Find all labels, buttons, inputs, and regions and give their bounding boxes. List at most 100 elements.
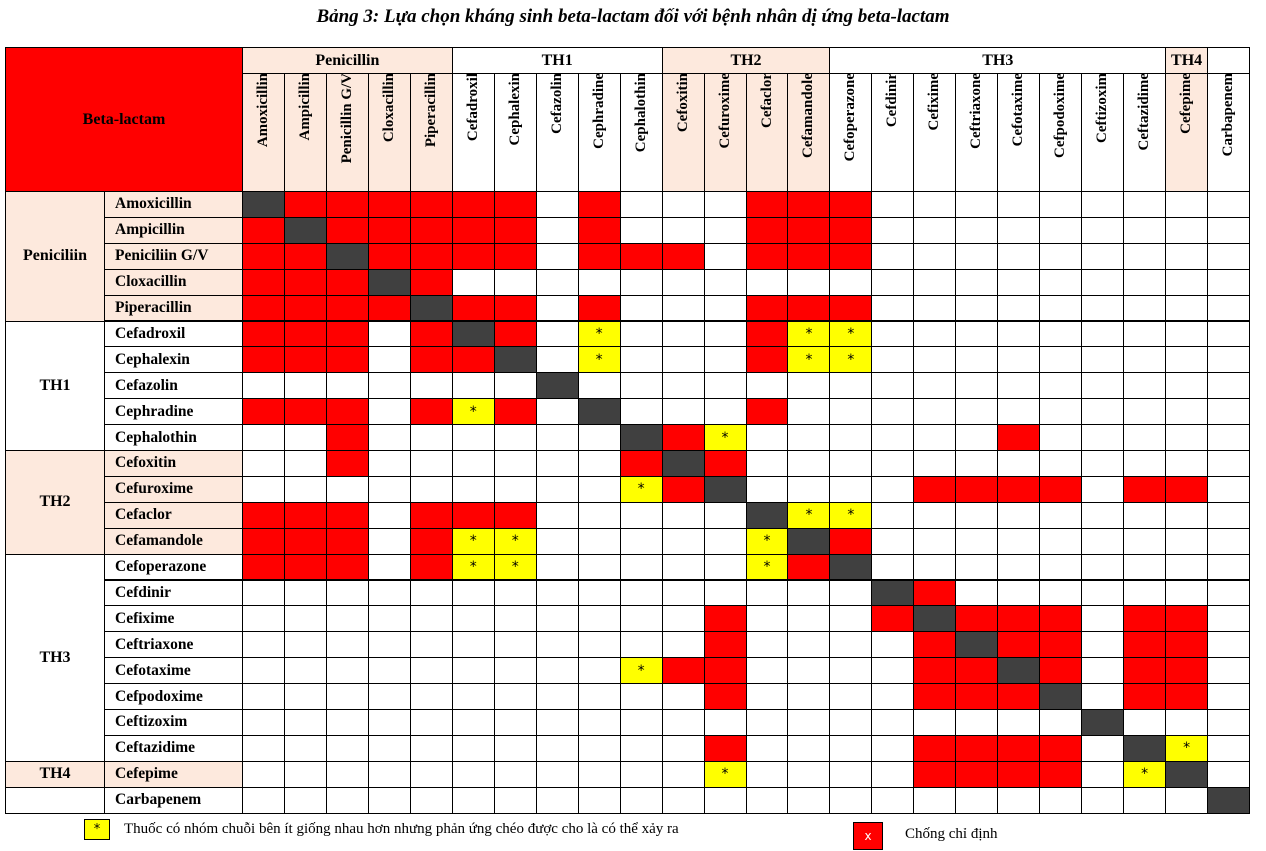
- empty-cell: [409, 786, 453, 814]
- empty-cell: [367, 372, 411, 400]
- empty-cell: [1039, 527, 1083, 555]
- empty-cell: [451, 786, 495, 814]
- empty-cell: [409, 424, 453, 451]
- empty-cell: [367, 450, 411, 477]
- column-header: Cefazolin: [535, 73, 579, 192]
- empty-cell: [1039, 709, 1083, 736]
- empty-cell: [1123, 216, 1167, 244]
- empty-cell: [367, 734, 411, 762]
- row-group-label: TH1: [5, 320, 105, 451]
- empty-cell: [409, 760, 453, 788]
- legend-contra-text: Chống chỉ định: [905, 826, 998, 842]
- empty-cell: [409, 372, 453, 400]
- empty-cell: [913, 398, 957, 426]
- empty-cell: [997, 786, 1041, 814]
- empty-cell: [535, 760, 579, 788]
- empty-cell: [871, 709, 915, 736]
- empty-cell: [367, 475, 411, 503]
- empty-cell: [1039, 372, 1083, 400]
- contraindicated-cell: [493, 501, 537, 529]
- empty-cell: [787, 268, 831, 296]
- empty-cell: [409, 683, 453, 710]
- empty-cell: [577, 760, 621, 788]
- contraindicated-cell: [661, 424, 705, 451]
- column-header: Cephalothin: [619, 73, 663, 192]
- legend-contra-swatch: x: [853, 822, 883, 850]
- empty-cell: [367, 346, 411, 374]
- empty-cell: [829, 605, 873, 633]
- contraindicated-cell: [871, 605, 915, 633]
- column-header-label: Amoxicillin: [255, 73, 271, 148]
- contraindicated-cell: [997, 760, 1041, 788]
- possible-cross-reaction-cell: *: [703, 424, 747, 451]
- empty-cell: [535, 605, 579, 633]
- empty-cell: [787, 424, 831, 451]
- empty-cell: [535, 242, 579, 270]
- column-header-label: Cefepime: [1178, 73, 1195, 134]
- empty-cell: [409, 579, 453, 607]
- empty-cell: [325, 631, 369, 659]
- possible-cross-reaction-cell: *: [829, 501, 873, 529]
- contraindicated-cell: [955, 760, 999, 788]
- empty-cell: [703, 579, 747, 607]
- diagonal-cell: [1165, 760, 1209, 788]
- empty-cell: [619, 398, 663, 426]
- contraindicated-cell: [367, 242, 411, 270]
- empty-cell: [661, 191, 705, 218]
- empty-cell: [871, 450, 915, 477]
- diagonal-cell: [871, 579, 915, 607]
- contraindicated-cell: [242, 346, 285, 374]
- contraindicated-cell: [451, 191, 495, 218]
- empty-cell: [577, 372, 621, 400]
- row-label: Cephradine: [104, 398, 243, 426]
- empty-cell: [661, 553, 705, 581]
- contraindicated-cell: [1165, 631, 1209, 659]
- empty-cell: [955, 786, 999, 814]
- diagonal-cell: [1039, 683, 1083, 710]
- empty-cell: [1039, 242, 1083, 270]
- empty-cell: [913, 424, 957, 451]
- contraindicated-cell: [703, 657, 747, 685]
- contraindicated-cell: [745, 320, 789, 348]
- empty-cell: [535, 346, 579, 374]
- column-header-label: Ceftizoxim: [1094, 73, 1111, 143]
- column-header-label: Cefadroxil: [464, 73, 481, 142]
- row-label: Cefamandole: [104, 527, 243, 555]
- empty-cell: [703, 786, 747, 814]
- contraindicated-cell: [955, 605, 999, 633]
- empty-cell: [409, 475, 453, 503]
- empty-cell: [703, 294, 747, 322]
- empty-cell: [325, 683, 369, 710]
- empty-cell: [493, 631, 537, 659]
- empty-cell: [661, 398, 705, 426]
- contraindicated-cell: [1039, 734, 1083, 762]
- empty-cell: [493, 734, 537, 762]
- empty-cell: [493, 709, 537, 736]
- contraindicated-cell: [1039, 760, 1083, 788]
- empty-cell: [787, 786, 831, 814]
- contraindicated-cell: [913, 683, 957, 710]
- contraindicated-cell: [325, 398, 369, 426]
- contraindicated-cell: [577, 191, 621, 218]
- empty-cell: [997, 709, 1041, 736]
- empty-cell: [1081, 605, 1125, 633]
- empty-cell: [451, 683, 495, 710]
- empty-cell: [871, 683, 915, 710]
- empty-cell: [1081, 501, 1125, 529]
- contraindicated-cell: [242, 398, 285, 426]
- diagonal-cell: [997, 657, 1041, 685]
- empty-cell: [242, 760, 285, 788]
- empty-cell: [1039, 346, 1083, 374]
- contraindicated-cell: [409, 553, 453, 581]
- contraindicated-cell: [242, 501, 285, 529]
- empty-cell: [787, 760, 831, 788]
- contraindicated-cell: [745, 216, 789, 244]
- empty-cell: [367, 605, 411, 633]
- column-header-label: Ceftazidime: [1136, 73, 1153, 151]
- contraindicated-cell: [493, 398, 537, 426]
- contraindicated-cell: [242, 320, 285, 348]
- empty-cell: [325, 372, 369, 400]
- column-header-label: Cefoperazone: [842, 73, 859, 162]
- empty-cell: [1039, 294, 1083, 322]
- empty-cell: [451, 631, 495, 659]
